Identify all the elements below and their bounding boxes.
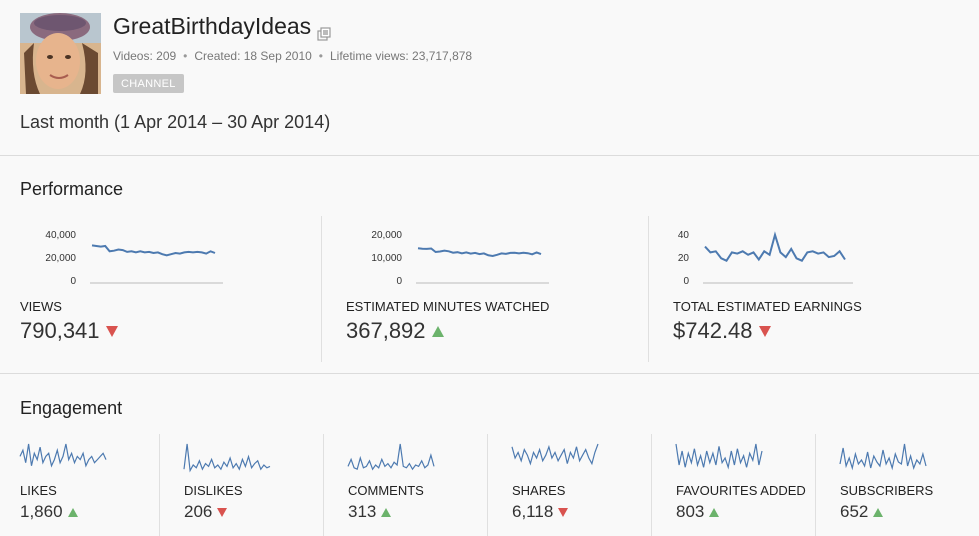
divider [0,373,979,374]
metric-value: 313 [348,502,392,522]
metric-number: 803 [676,502,705,521]
sparkline-chart[interactable] [703,231,853,285]
column-separator [651,434,652,536]
metric-label: LIKES [20,483,57,498]
channel-header: GreatBirthdayIdeas Videos: 209 • Created: … [0,0,979,156]
channel-meta: Videos: 209 • Created: 18 Sep 2010 • Lifetim… [113,49,472,63]
trend-up-icon [67,507,78,517]
metric-value: 652 [840,502,884,522]
performance-title: Performance [20,179,124,199]
y-tick-label: 0 [683,276,689,287]
metric-number: $742.48 [673,318,753,343]
sparkline-series [183,443,271,473]
y-tick-label: 0 [70,276,76,287]
y-tick-label: 20,000 [45,253,76,264]
sparkline-series [839,443,927,471]
sparkline-series [511,443,599,466]
column-separator [323,434,324,536]
avatar[interactable] [20,13,101,94]
sparkline-chart[interactable] [347,440,435,474]
metric-number: 367,892 [346,318,426,343]
sparkline-chart[interactable] [183,440,271,474]
metric-number: 206 [184,502,213,521]
sparkline-chart[interactable] [839,440,927,474]
y-tick-label: 40 [677,230,689,241]
lifetime-views: Lifetime views: 23,717,878 [330,49,473,63]
trend-up-icon [873,507,884,517]
trend-down-icon [105,325,118,337]
trend-down-icon [758,325,771,337]
metric-label: TOTAL ESTIMATED EARNINGS [673,299,862,314]
column-separator [321,216,322,362]
channel-badge: CHANNEL [113,74,184,93]
trend-up-icon [431,325,444,337]
metric-label: VIEWS [20,299,62,314]
metric-label: SUBSCRIBERS [840,483,934,498]
engagement-title: Engagement [20,398,123,418]
y-axis-labels: 40,000 20,000 0 [20,230,76,289]
metric-label: SHARES [512,483,566,498]
metric-number: 652 [840,502,869,521]
external-link-icon[interactable] [317,20,331,41]
divider [0,155,979,156]
metric-value: 206 [184,502,228,522]
metric-label: ESTIMATED MINUTES WATCHED [346,299,550,314]
column-separator [159,434,160,536]
metric-number: 313 [348,502,377,521]
metric-label: FAVOURITES ADDED [676,483,806,498]
metric-value: 6,118 [512,502,569,522]
trend-down-icon [558,507,569,517]
sparkline-series [675,443,763,470]
trend-down-icon [217,507,228,517]
sparkline-series [19,443,107,468]
metric-number: 6,118 [512,502,554,521]
metric-value: 1,860 [20,502,78,522]
metric-number: 790,341 [20,318,100,343]
sparkline-chart[interactable] [19,440,107,474]
column-separator [815,434,816,536]
y-axis-labels: 40 20 0 [673,230,689,289]
separator-dot: • [318,49,323,63]
sparkline-chart[interactable] [511,440,599,474]
sparkline-chart[interactable] [90,236,223,285]
metric-value: 367,892 [346,318,444,344]
sparkline-chart[interactable] [416,236,549,285]
sparkline-series [347,443,435,471]
y-tick-label: 0 [396,276,402,287]
metric-value: 803 [676,502,720,522]
videos-count: Videos: 209 [113,49,177,63]
date-range[interactable]: Last month (1 Apr 2014 – 30 Apr 2014) [20,112,331,132]
channel-name-link[interactable]: GreatBirthdayIdeas [113,13,312,39]
metric-label: COMMENTS [348,483,424,498]
metric-value: $742.48 [673,318,771,344]
trend-up-icon [381,507,392,517]
y-tick-label: 20 [677,253,689,264]
column-separator [487,434,488,536]
metric-label: DISLIKES [184,483,243,498]
column-separator [648,216,649,362]
metric-number: 1,860 [20,502,63,521]
separator-dot: • [183,49,188,63]
y-tick-label: 40,000 [45,230,76,241]
metric-value: 790,341 [20,318,118,344]
y-tick-label: 10,000 [371,253,402,264]
sparkline-chart[interactable] [675,440,763,474]
channel-title[interactable]: GreatBirthdayIdeas [113,13,331,41]
sparkline-series [417,247,542,258]
trend-up-icon [709,507,720,517]
y-tick-label: 20,000 [371,230,402,241]
y-axis-labels: 20,000 10,000 0 [346,230,402,289]
sparkline-series [91,244,216,257]
created-date: Created: 18 Sep 2010 [194,49,312,63]
sparkline-series [704,231,846,262]
